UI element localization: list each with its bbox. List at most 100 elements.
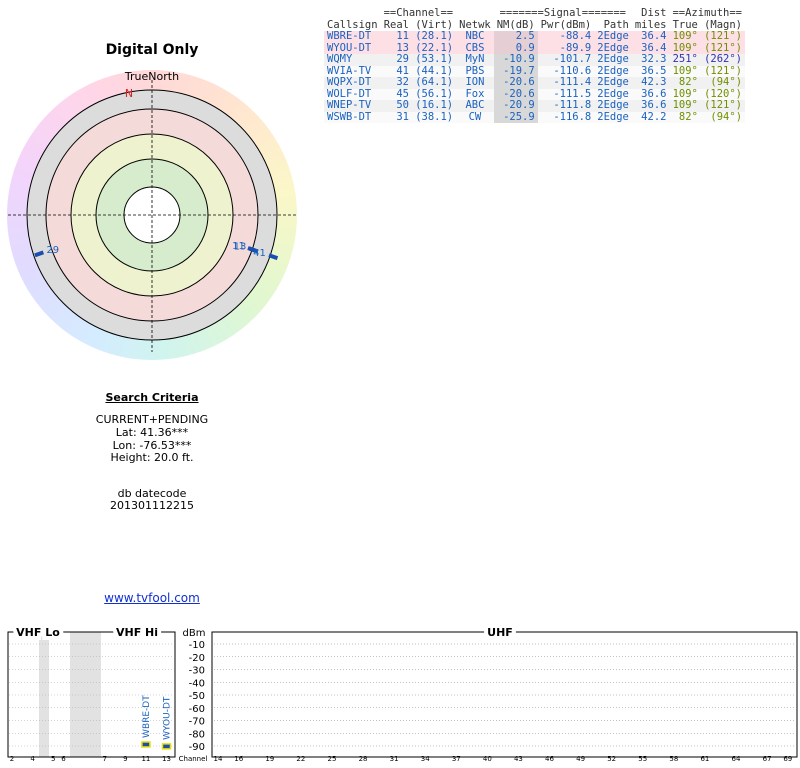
station-marker (268, 253, 279, 261)
x-tick-label: 5 (51, 755, 55, 763)
cell: 42.3 (641, 76, 667, 88)
signal-bar (141, 741, 151, 748)
column-header: (Virt) (415, 18, 454, 31)
cell: 31 (396, 110, 409, 123)
group-header-row: ==Channel== =======Signal======= Dist ==Azi… (324, 7, 745, 20)
x-tick-label: 14 (214, 755, 223, 763)
x-tick-label: 2 (10, 755, 14, 763)
cell: (64.1) (415, 76, 454, 88)
station-marker (248, 246, 259, 254)
cell: 109° (672, 41, 698, 54)
vhf-frame (7, 631, 176, 758)
band-label: UHF (487, 626, 513, 639)
x-tick-label: 19 (265, 755, 274, 763)
group-header: Dist (641, 7, 667, 19)
station-row: WOLF-DT 45 (56.1) Fox -20.6 -111.5 2Edge 36.6 10… (324, 87, 746, 100)
cell: NBC (465, 30, 485, 42)
y-tick-label: -10 (189, 640, 205, 651)
y-tick-label: -60 (189, 704, 205, 715)
cell: -20.6 (493, 76, 538, 89)
x-tick-label: 49 (576, 755, 585, 763)
x-tick-label: 46 (545, 755, 554, 763)
cell: 29 (396, 53, 409, 65)
band-label: VHF Lo (16, 626, 60, 639)
cell: (121°) (704, 64, 743, 77)
station-label: 11 (232, 241, 245, 252)
station-label: 13 (234, 241, 247, 252)
y-tick-label: -30 (189, 666, 205, 677)
cell: -111.5 (553, 87, 592, 100)
cell: CBS (465, 41, 485, 54)
x-tick-label: 34 (421, 755, 430, 763)
cell: 2Edge (597, 76, 629, 88)
cell: WNEP-TV (327, 99, 372, 111)
cell: 36.4 (641, 41, 667, 54)
x-tick-label: 7 (102, 755, 106, 763)
group-header: ==Azimuth== (672, 7, 743, 19)
cell: ABC (465, 99, 485, 111)
x-tick-label: 58 (669, 755, 678, 763)
cell: 13 (396, 41, 409, 54)
cell: 109° (672, 87, 698, 100)
band-label: VHF Hi (116, 626, 158, 639)
cell: (38.1) (415, 110, 454, 123)
datecode-label: db datecode (117, 487, 187, 500)
x-tick-label: 40 (483, 755, 492, 763)
y-tick-label: -40 (189, 678, 205, 689)
cell: (56.1) (415, 87, 454, 100)
cell: WSWB-DT (327, 110, 372, 123)
station-row: WNEP-TV 50 (16.1) ABC -20.9 -111.8 2Edge 36.6 10… (324, 99, 746, 112)
x-tick-label: 31 (390, 755, 399, 763)
cell: 41 (396, 64, 409, 77)
signal-label: WYOU-DT (163, 696, 173, 740)
column-header: True (672, 18, 698, 31)
cell: 0.9 (493, 42, 538, 54)
cell: (121°) (704, 30, 743, 42)
cell: (262°) (704, 53, 743, 65)
cell: 82° (678, 76, 698, 88)
cell: 109° (672, 64, 698, 77)
column-header: (Magn) (704, 18, 743, 31)
y-tick-label: -20 (189, 653, 205, 664)
column-header: Pwr(dBm) (540, 18, 592, 31)
cell: WYOU-DT (327, 41, 372, 54)
station-row: WSWB-DT 31 (38.1) CW -25.9 -116.8 2Edge 42.2 82°… (324, 110, 746, 123)
column-header: Netwk (459, 18, 491, 31)
cell: -20.6 (493, 88, 538, 100)
column-header: Callsign (327, 18, 378, 31)
cell: (16.1) (415, 99, 454, 111)
cell: (28.1) (415, 30, 454, 42)
group-header: =======Signal======= (499, 7, 627, 19)
section-heading: Search Criteria (105, 391, 199, 404)
x-tick-label: 67 (763, 755, 772, 763)
station-table: ==Channel== =======Signal======= Dist ==Azi… (324, 7, 746, 123)
cell: 11 (396, 30, 409, 42)
cell: 36.5 (641, 64, 667, 77)
x-tick-label: 64 (732, 755, 741, 763)
cell: 2Edge (597, 53, 629, 65)
column-header: Real (383, 18, 409, 31)
group-header: ==Channel== (383, 7, 454, 19)
station-row: WBRE-DT 11 (28.1) NBC 2.5 -88.4 2Edge 36.4 109° (… (324, 30, 746, 43)
x-tick-label: 61 (700, 755, 709, 763)
x-tick-label: 11 (141, 755, 150, 763)
site-link[interactable]: www.tvfool.com (104, 591, 200, 605)
cell: 2Edge (597, 64, 629, 77)
cell: MyN (465, 53, 485, 65)
cell: -89.9 (559, 41, 592, 54)
axis-title: Channel (179, 755, 208, 763)
cell: CW (468, 110, 482, 123)
x-tick-label: 22 (296, 755, 305, 763)
x-tick-label: 25 (327, 755, 336, 763)
x-tick-label: 6 (61, 755, 66, 763)
cell: 42.2 (641, 110, 667, 123)
cell: WBRE-DT (327, 30, 372, 42)
cell: 32.3 (641, 53, 667, 65)
cell: (121°) (704, 99, 743, 111)
cell: WOLF-DT (327, 87, 372, 100)
cell: 36.4 (641, 30, 667, 42)
cell: (121°) (704, 41, 743, 54)
x-tick-label: 9 (123, 755, 127, 763)
column-header: Path (603, 18, 629, 31)
